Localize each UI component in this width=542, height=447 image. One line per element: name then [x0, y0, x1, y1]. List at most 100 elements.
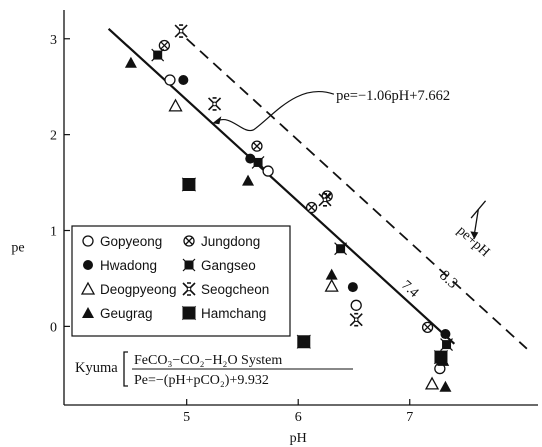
circle-shape: [164, 74, 176, 86]
legend-marker-gangseo: [182, 258, 196, 272]
legend-marker-hwadong: [83, 260, 93, 270]
point-gopyeong: [262, 165, 274, 177]
triangle-shape: [168, 98, 183, 112]
point-deogpyeong: [168, 98, 183, 112]
legend-marker-jungdong: [183, 235, 195, 247]
circle-shape: [347, 282, 358, 293]
kyuma-line1: FeCO₃−CO₂−H₂O System: [134, 353, 282, 368]
y-tick-label: 0: [50, 320, 57, 335]
series-gopyeong: [164, 74, 446, 375]
cross-shape: [423, 323, 432, 332]
y-tick-label: 2: [50, 129, 57, 144]
legend-label-deogpyeong: Deogpyeong: [100, 282, 177, 297]
kyuma-bracket: [123, 351, 128, 387]
legend-label-hwadong: Hwadong: [100, 258, 157, 273]
equation-arrowhead: [212, 116, 222, 125]
center-shape: [353, 317, 359, 322]
point-hwadong: [440, 329, 451, 340]
point-geugrag: [242, 174, 255, 186]
triangle-shape: [424, 376, 440, 390]
point-gangseo: [334, 242, 348, 256]
legend-marker-gopyeong: [82, 235, 94, 247]
point-deogpyeong: [324, 278, 339, 292]
triangle-shape: [124, 56, 137, 68]
point-geugrag: [439, 380, 452, 392]
point-gopyeong: [350, 299, 362, 311]
cross-shape: [160, 41, 169, 50]
legend-marker-geugrag: [82, 307, 94, 318]
point-jungdong: [251, 140, 263, 152]
triangle-shape: [325, 268, 338, 280]
legend-marker-seogcheon: [182, 282, 196, 296]
triangle-shape: [82, 307, 94, 318]
data-points: [124, 24, 453, 392]
circle-shape: [440, 329, 451, 340]
point-gangseo: [440, 338, 453, 352]
point-geugrag: [325, 268, 338, 280]
cross-shape: [151, 48, 165, 62]
legend-label-gopyeong: Gopyeong: [100, 234, 162, 249]
legend-label-gangseo: Gangseo: [201, 258, 256, 273]
series-hamchang: [181, 177, 449, 365]
legend-label-hamchang: Hamchang: [201, 306, 266, 321]
pe-plus-ph-label: pe+pH: [454, 223, 492, 260]
legend-label-jungdong: Jungdong: [201, 234, 260, 249]
center-shape: [212, 101, 217, 107]
kyuma-box: Kyuma FeCO₃−CO₂−H₂O System Pe=−(pH+pCO₂)+9…: [75, 351, 353, 388]
x-axis-label: pH: [290, 431, 307, 446]
legend: Gopyeong Hwadong Deogpyeong Geugrag Jungdong…: [71, 225, 291, 337]
series-seogcheon: [174, 24, 363, 327]
pe-plus-ph-arrowhead: [470, 231, 479, 240]
point-hamchang: [181, 177, 197, 192]
center-shape: [186, 286, 192, 292]
point-gangseo: [151, 48, 165, 62]
point-jungdong: [158, 39, 171, 52]
circle-shape: [178, 74, 189, 85]
bowtie-shape: [182, 305, 196, 321]
line-label-8-3: 8.3: [436, 268, 461, 292]
point-seogcheon: [207, 97, 222, 111]
legend-marker-hamchang: [181, 305, 197, 321]
legend-box: [71, 225, 291, 337]
bowtie-shape: [434, 349, 448, 365]
cross-shape: [182, 258, 196, 272]
point-gangseo: [251, 156, 265, 169]
axes: 5 6 7 0 1 2 3 pH pe: [11, 10, 538, 446]
point-hwadong: [245, 153, 256, 164]
circle-shape: [350, 299, 362, 311]
circle-shape: [245, 153, 256, 164]
y-tick-label: 3: [50, 33, 57, 48]
series-deogpyeong: [168, 98, 440, 390]
cross-shape: [251, 156, 265, 169]
cross-shape: [334, 242, 348, 256]
point-gopyeong: [164, 74, 176, 86]
center-shape: [178, 28, 184, 34]
point-geugrag: [124, 56, 137, 68]
equation-pointer: [216, 91, 335, 132]
y-tick-label: 1: [50, 225, 57, 240]
triangle-shape: [439, 380, 452, 392]
kyuma-label: Kyuma: [75, 360, 118, 376]
x-tick-label: 5: [183, 410, 190, 425]
legend-marker-deogpyeong: [80, 281, 96, 295]
cross-shape: [307, 203, 316, 212]
series-gangseo: [151, 48, 453, 352]
point-hamchang: [296, 334, 311, 349]
pe-plus-ph-arrow: [473, 209, 479, 235]
circle-shape: [262, 165, 274, 177]
bowtie-shape: [182, 177, 196, 192]
series-jungdong: [158, 39, 434, 333]
series-hwadong: [178, 74, 451, 340]
cross-shape: [185, 237, 193, 245]
legend-label-seogcheon: Seogcheon: [201, 282, 269, 297]
center-shape: [322, 197, 328, 203]
line-label-7-4: 7.4: [398, 278, 421, 301]
circle-shape: [82, 235, 94, 247]
triangle-shape: [324, 278, 339, 292]
x-tick-label: 6: [295, 410, 302, 425]
y-axis-label: pe: [11, 241, 24, 256]
point-deogpyeong: [424, 376, 440, 390]
point-hamchang: [433, 349, 449, 365]
circle-shape: [83, 260, 93, 270]
